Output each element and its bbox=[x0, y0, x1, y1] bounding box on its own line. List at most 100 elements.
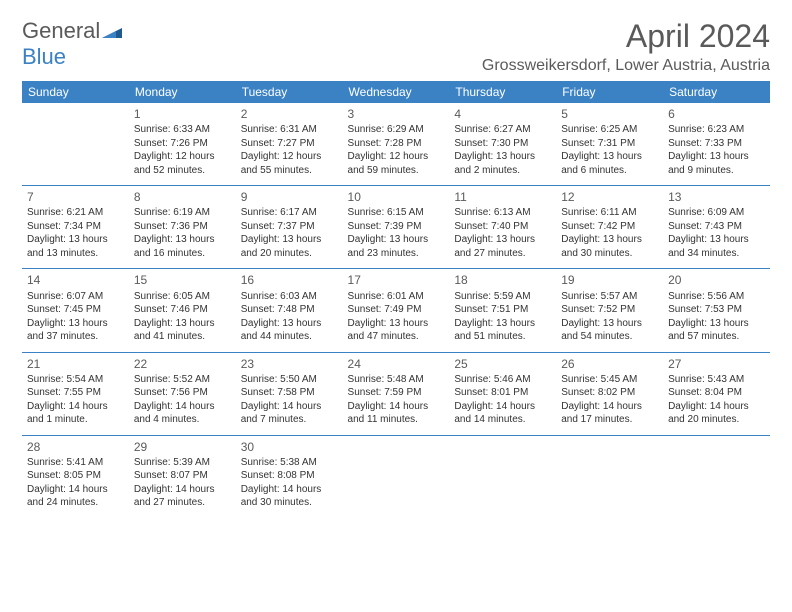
calendar-cell: 3Sunrise: 6:29 AMSunset: 7:28 PMDaylight… bbox=[343, 103, 450, 186]
sunrise-text: Sunrise: 5:39 AM bbox=[134, 456, 231, 470]
calendar-cell: 11Sunrise: 6:13 AMSunset: 7:40 PMDayligh… bbox=[449, 186, 556, 269]
sunset-text: Sunset: 7:36 PM bbox=[134, 220, 231, 234]
daylight-text: Daylight: 14 hours and 27 minutes. bbox=[134, 483, 231, 510]
sunset-text: Sunset: 7:27 PM bbox=[241, 137, 338, 151]
location: Grossweikersdorf, Lower Austria, Austria bbox=[482, 57, 770, 75]
daylight-text: Daylight: 14 hours and 7 minutes. bbox=[241, 400, 338, 427]
sunrise-text: Sunrise: 5:48 AM bbox=[348, 373, 445, 387]
sunrise-text: Sunrise: 6:19 AM bbox=[134, 206, 231, 220]
calendar-cell: 29Sunrise: 5:39 AMSunset: 8:07 PMDayligh… bbox=[129, 435, 236, 518]
day-number: 18 bbox=[454, 272, 551, 288]
day-number: 4 bbox=[454, 106, 551, 122]
daylight-text: Daylight: 13 hours and 13 minutes. bbox=[27, 233, 124, 260]
calendar-cell: 5Sunrise: 6:25 AMSunset: 7:31 PMDaylight… bbox=[556, 103, 663, 186]
day-number: 14 bbox=[27, 272, 124, 288]
sunset-text: Sunset: 7:58 PM bbox=[241, 386, 338, 400]
sunrise-text: Sunrise: 6:05 AM bbox=[134, 290, 231, 304]
sunrise-text: Sunrise: 5:45 AM bbox=[561, 373, 658, 387]
sunset-text: Sunset: 7:48 PM bbox=[241, 303, 338, 317]
calendar-cell: 7Sunrise: 6:21 AMSunset: 7:34 PMDaylight… bbox=[22, 186, 129, 269]
sunset-text: Sunset: 8:07 PM bbox=[134, 469, 231, 483]
daylight-text: Daylight: 14 hours and 14 minutes. bbox=[454, 400, 551, 427]
calendar-cell: 16Sunrise: 6:03 AMSunset: 7:48 PMDayligh… bbox=[236, 269, 343, 352]
day-number: 6 bbox=[668, 106, 765, 122]
daylight-text: Daylight: 13 hours and 6 minutes. bbox=[561, 150, 658, 177]
daylight-text: Daylight: 12 hours and 59 minutes. bbox=[348, 150, 445, 177]
calendar-cell: 27Sunrise: 5:43 AMSunset: 8:04 PMDayligh… bbox=[663, 352, 770, 435]
calendar-table: Sunday Monday Tuesday Wednesday Thursday… bbox=[22, 81, 770, 518]
calendar-cell bbox=[343, 435, 450, 518]
sunset-text: Sunset: 7:49 PM bbox=[348, 303, 445, 317]
calendar-cell: 8Sunrise: 6:19 AMSunset: 7:36 PMDaylight… bbox=[129, 186, 236, 269]
day-number: 23 bbox=[241, 356, 338, 372]
sunset-text: Sunset: 8:01 PM bbox=[454, 386, 551, 400]
day-number: 15 bbox=[134, 272, 231, 288]
calendar-cell: 23Sunrise: 5:50 AMSunset: 7:58 PMDayligh… bbox=[236, 352, 343, 435]
calendar-row: 7Sunrise: 6:21 AMSunset: 7:34 PMDaylight… bbox=[22, 186, 770, 269]
daylight-text: Daylight: 14 hours and 24 minutes. bbox=[27, 483, 124, 510]
day-number: 29 bbox=[134, 439, 231, 455]
calendar-cell: 14Sunrise: 6:07 AMSunset: 7:45 PMDayligh… bbox=[22, 269, 129, 352]
calendar-cell: 25Sunrise: 5:46 AMSunset: 8:01 PMDayligh… bbox=[449, 352, 556, 435]
header: General Blue April 2024 Grossweikersdorf… bbox=[22, 18, 770, 75]
daylight-text: Daylight: 12 hours and 55 minutes. bbox=[241, 150, 338, 177]
calendar-cell: 17Sunrise: 6:01 AMSunset: 7:49 PMDayligh… bbox=[343, 269, 450, 352]
sunset-text: Sunset: 8:04 PM bbox=[668, 386, 765, 400]
day-number: 27 bbox=[668, 356, 765, 372]
sunrise-text: Sunrise: 6:31 AM bbox=[241, 123, 338, 137]
day-number: 19 bbox=[561, 272, 658, 288]
calendar-cell: 22Sunrise: 5:52 AMSunset: 7:56 PMDayligh… bbox=[129, 352, 236, 435]
sunrise-text: Sunrise: 6:27 AM bbox=[454, 123, 551, 137]
day-number: 16 bbox=[241, 272, 338, 288]
day-number: 13 bbox=[668, 189, 765, 205]
calendar-cell: 13Sunrise: 6:09 AMSunset: 7:43 PMDayligh… bbox=[663, 186, 770, 269]
daylight-text: Daylight: 12 hours and 52 minutes. bbox=[134, 150, 231, 177]
calendar-row: 14Sunrise: 6:07 AMSunset: 7:45 PMDayligh… bbox=[22, 269, 770, 352]
calendar-cell: 20Sunrise: 5:56 AMSunset: 7:53 PMDayligh… bbox=[663, 269, 770, 352]
calendar-row: 1Sunrise: 6:33 AMSunset: 7:26 PMDaylight… bbox=[22, 103, 770, 186]
daylight-text: Daylight: 13 hours and 23 minutes. bbox=[348, 233, 445, 260]
sunset-text: Sunset: 7:31 PM bbox=[561, 137, 658, 151]
day-number: 24 bbox=[348, 356, 445, 372]
daylight-text: Daylight: 13 hours and 37 minutes. bbox=[27, 317, 124, 344]
day-number: 9 bbox=[241, 189, 338, 205]
daylight-text: Daylight: 13 hours and 2 minutes. bbox=[454, 150, 551, 177]
sunset-text: Sunset: 8:05 PM bbox=[27, 469, 124, 483]
sunrise-text: Sunrise: 5:43 AM bbox=[668, 373, 765, 387]
day-number: 28 bbox=[27, 439, 124, 455]
day-number: 20 bbox=[668, 272, 765, 288]
sunset-text: Sunset: 7:42 PM bbox=[561, 220, 658, 234]
sunset-text: Sunset: 7:52 PM bbox=[561, 303, 658, 317]
calendar-row: 21Sunrise: 5:54 AMSunset: 7:55 PMDayligh… bbox=[22, 352, 770, 435]
day-header: Tuesday bbox=[236, 81, 343, 103]
calendar-cell: 18Sunrise: 5:59 AMSunset: 7:51 PMDayligh… bbox=[449, 269, 556, 352]
day-number: 3 bbox=[348, 106, 445, 122]
daylight-text: Daylight: 13 hours and 47 minutes. bbox=[348, 317, 445, 344]
sunrise-text: Sunrise: 6:33 AM bbox=[134, 123, 231, 137]
sunrise-text: Sunrise: 6:13 AM bbox=[454, 206, 551, 220]
daylight-text: Daylight: 13 hours and 51 minutes. bbox=[454, 317, 551, 344]
daylight-text: Daylight: 14 hours and 1 minute. bbox=[27, 400, 124, 427]
calendar-cell: 2Sunrise: 6:31 AMSunset: 7:27 PMDaylight… bbox=[236, 103, 343, 186]
daylight-text: Daylight: 13 hours and 54 minutes. bbox=[561, 317, 658, 344]
day-number: 21 bbox=[27, 356, 124, 372]
sunrise-text: Sunrise: 6:25 AM bbox=[561, 123, 658, 137]
daylight-text: Daylight: 13 hours and 27 minutes. bbox=[454, 233, 551, 260]
daylight-text: Daylight: 13 hours and 9 minutes. bbox=[668, 150, 765, 177]
sunset-text: Sunset: 7:46 PM bbox=[134, 303, 231, 317]
sunset-text: Sunset: 7:30 PM bbox=[454, 137, 551, 151]
daylight-text: Daylight: 13 hours and 57 minutes. bbox=[668, 317, 765, 344]
sunrise-text: Sunrise: 6:15 AM bbox=[348, 206, 445, 220]
calendar-cell: 30Sunrise: 5:38 AMSunset: 8:08 PMDayligh… bbox=[236, 435, 343, 518]
daylight-text: Daylight: 14 hours and 17 minutes. bbox=[561, 400, 658, 427]
calendar-cell: 21Sunrise: 5:54 AMSunset: 7:55 PMDayligh… bbox=[22, 352, 129, 435]
day-header: Friday bbox=[556, 81, 663, 103]
sunset-text: Sunset: 7:55 PM bbox=[27, 386, 124, 400]
sunset-text: Sunset: 7:53 PM bbox=[668, 303, 765, 317]
calendar-cell: 15Sunrise: 6:05 AMSunset: 7:46 PMDayligh… bbox=[129, 269, 236, 352]
calendar-cell bbox=[663, 435, 770, 518]
day-header: Saturday bbox=[663, 81, 770, 103]
daylight-text: Daylight: 13 hours and 16 minutes. bbox=[134, 233, 231, 260]
month-title: April 2024 bbox=[482, 18, 770, 55]
calendar-cell: 19Sunrise: 5:57 AMSunset: 7:52 PMDayligh… bbox=[556, 269, 663, 352]
